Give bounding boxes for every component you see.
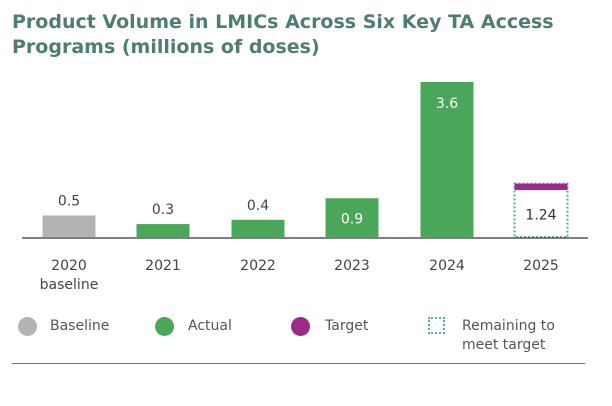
x-tick-label-2020: 2020 (51, 258, 87, 274)
bar-2023 (325, 198, 379, 237)
x-tick-label-2025: 2025 (523, 258, 559, 274)
bar-2021 (136, 224, 190, 237)
x-tick-label-2021: 2021 (145, 258, 181, 274)
value-label-2023: 0.9 (341, 212, 363, 228)
bottom-rule (12, 363, 585, 364)
legend-actual-swatch (155, 317, 174, 336)
value-label-2021: 0.3 (152, 202, 174, 218)
x-tick-label-2024: 2024 (429, 258, 465, 274)
legend-remaining-label: Remaining to meet target (462, 317, 555, 355)
value-label-2020: 0.5 (58, 193, 80, 209)
value-label-2024: 3.6 (436, 96, 458, 112)
bar-remaining-2025 (513, 182, 569, 239)
bar-2022 (231, 219, 285, 237)
chart-title-line-2: Programs (millions of doses) (12, 36, 320, 58)
value-label-2022: 0.4 (247, 198, 269, 214)
legend-actual-label: Actual (188, 318, 232, 334)
legend-baseline-label: Baseline (50, 318, 110, 334)
legend-remaining-swatch (428, 317, 445, 334)
x-tick-label-2020-line-2: baseline (40, 277, 99, 293)
x-tick-label-2023: 2023 (334, 258, 370, 274)
x-tick-label-2022: 2022 (240, 258, 276, 274)
value-label-2025: 1.24 (525, 208, 556, 224)
bar-2024 (420, 82, 474, 237)
legend-target-label: Target (325, 318, 369, 334)
legend-baseline-swatch (18, 317, 37, 336)
chart-title: Product Volume in LMICs Across Six Key T… (12, 10, 602, 60)
legend-remaining-line-2: meet target (462, 337, 546, 353)
legend-target-swatch (291, 317, 310, 336)
bar-2020 (42, 215, 96, 237)
chart-title-line-1: Product Volume in LMICs Across Six Key T… (12, 11, 554, 33)
bar-target-2025 (514, 183, 568, 191)
legend-remaining-line-1: Remaining to (462, 318, 555, 334)
